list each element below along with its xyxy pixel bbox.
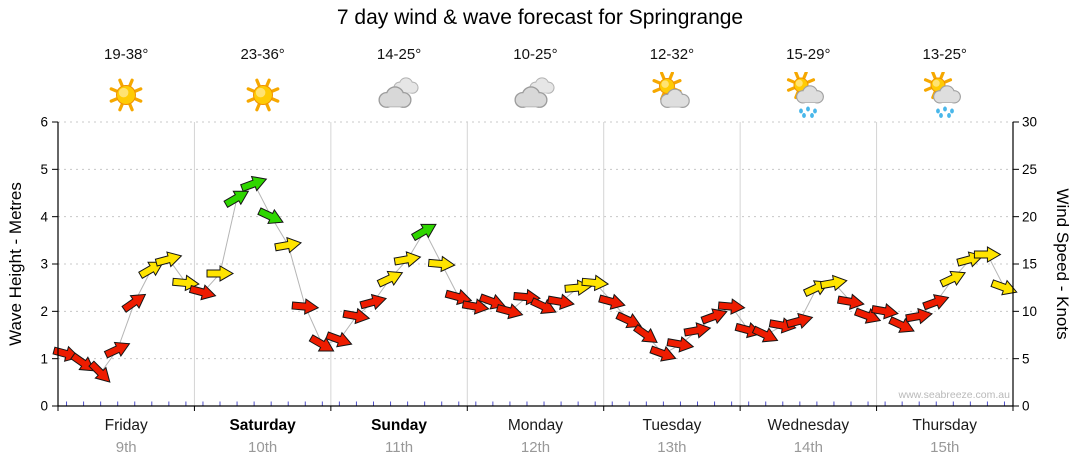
wind-arrow [410,223,437,242]
wind-arrow [666,336,695,353]
wind-arrow [376,270,404,288]
wind-arrow [206,265,235,282]
chart-title: 7 day wind & wave forecast for Springran… [336,6,744,29]
weather-icon-sunny [246,78,280,112]
wind-arrow [427,255,456,273]
wind-arrow [751,325,779,343]
day-date: 15th [930,439,960,456]
weather-icon-row [58,70,1013,120]
wind-arrow [88,360,111,383]
wind-arrow [615,311,642,329]
temp-label: 12-32° [649,46,695,63]
left-tick-label: 2 [40,304,48,319]
day-date: 12th [520,439,551,456]
wind-arrow [837,293,865,311]
right-tick-label: 0 [1022,399,1030,414]
wind-arrow [274,236,303,254]
day-date: 13th [657,439,687,456]
wind-arrow [121,293,147,313]
day-name: Tuesday [642,417,702,434]
wind-arrow [649,345,677,362]
wind-arrow [853,307,882,324]
weather-icon-sun-showers [923,72,961,118]
weather-icon-sun-showers [787,72,825,118]
day-date: 14th [793,439,823,456]
wind-arrow [768,317,797,334]
wind-arrow [240,175,268,192]
temp-label: 23-36° [240,46,285,63]
wind-arrow [342,307,371,325]
right-tick-label: 15 [1022,257,1037,272]
wind-arrow [223,190,250,208]
weather-icon-sunny [109,78,143,112]
wind-arrow [325,331,353,348]
wind-arrow [598,293,626,310]
wind-arrow [495,303,524,320]
weather-icon-cloudy [378,77,419,108]
wind-arrow [922,294,950,311]
temp-label: 13-25° [922,46,967,63]
wind-arrow [547,293,575,311]
wind-arrow [785,312,814,330]
day-name: Sunday [371,417,428,434]
left-tick-label: 6 [40,115,48,130]
right-tick-label: 20 [1022,209,1037,224]
left-tick-label: 4 [40,209,48,224]
right-tick-label: 30 [1022,115,1037,130]
wind-arrow [154,251,183,268]
right-tick-label: 10 [1022,304,1037,319]
wind-arrow [291,298,320,315]
wind-arrow [990,279,1018,296]
watermark: www.seabreeze.com.au [898,389,1010,401]
wind-arrow [103,341,131,359]
wind-arrow [70,352,96,372]
wind-arrow [717,298,746,315]
left-tick-label: 3 [40,257,48,272]
temp-label: 14-25° [376,46,422,63]
day-name: Friday [104,417,148,434]
wind-arrow [188,284,217,301]
wind-arrow [905,307,933,325]
wind-arrow [530,297,557,314]
day-name: Saturday [229,417,296,434]
temperature-row: 19-38° 23-36° 14-25° 10-25° 12-32° 15-29… [58,46,1013,63]
weather-icon-cloudy [514,77,555,108]
temp-label: 15-29° [786,46,831,63]
right-tick-label: 25 [1022,162,1037,177]
wind-arrow [683,322,712,339]
day-name: Thursday [912,417,978,434]
temp-label: 10-25° [513,46,558,63]
day-date: 9th [115,439,137,456]
wind-arrow [359,293,388,311]
day-label-row: Friday 9th Saturday 10th Sunday 11th Mon… [58,417,1013,456]
wind-arrow [308,334,335,352]
wind-arrow [939,270,967,288]
left-tick-label: 0 [40,399,48,414]
left-tick-label: 1 [40,351,48,366]
wind-arrow [632,323,658,344]
day-name: Monday [507,417,564,434]
wind-arrow [461,298,490,315]
wind-arrow [888,316,915,333]
wind-arrow [819,274,848,292]
temp-label: 19-38° [104,46,149,63]
day-date: 10th [248,439,278,456]
wind-arrow [700,308,728,325]
day-date: 11th [385,439,414,456]
wind-arrow [257,207,284,225]
right-tick-label: 5 [1022,351,1030,366]
day-name: Wednesday [767,417,850,434]
weather-icon-partly-cloudy [652,72,690,108]
wind-arrow [973,246,1002,263]
left-tick-label: 5 [40,162,48,177]
wind-arrow [393,251,422,268]
wind-arrow [871,303,899,320]
wind-arrow [581,274,610,292]
